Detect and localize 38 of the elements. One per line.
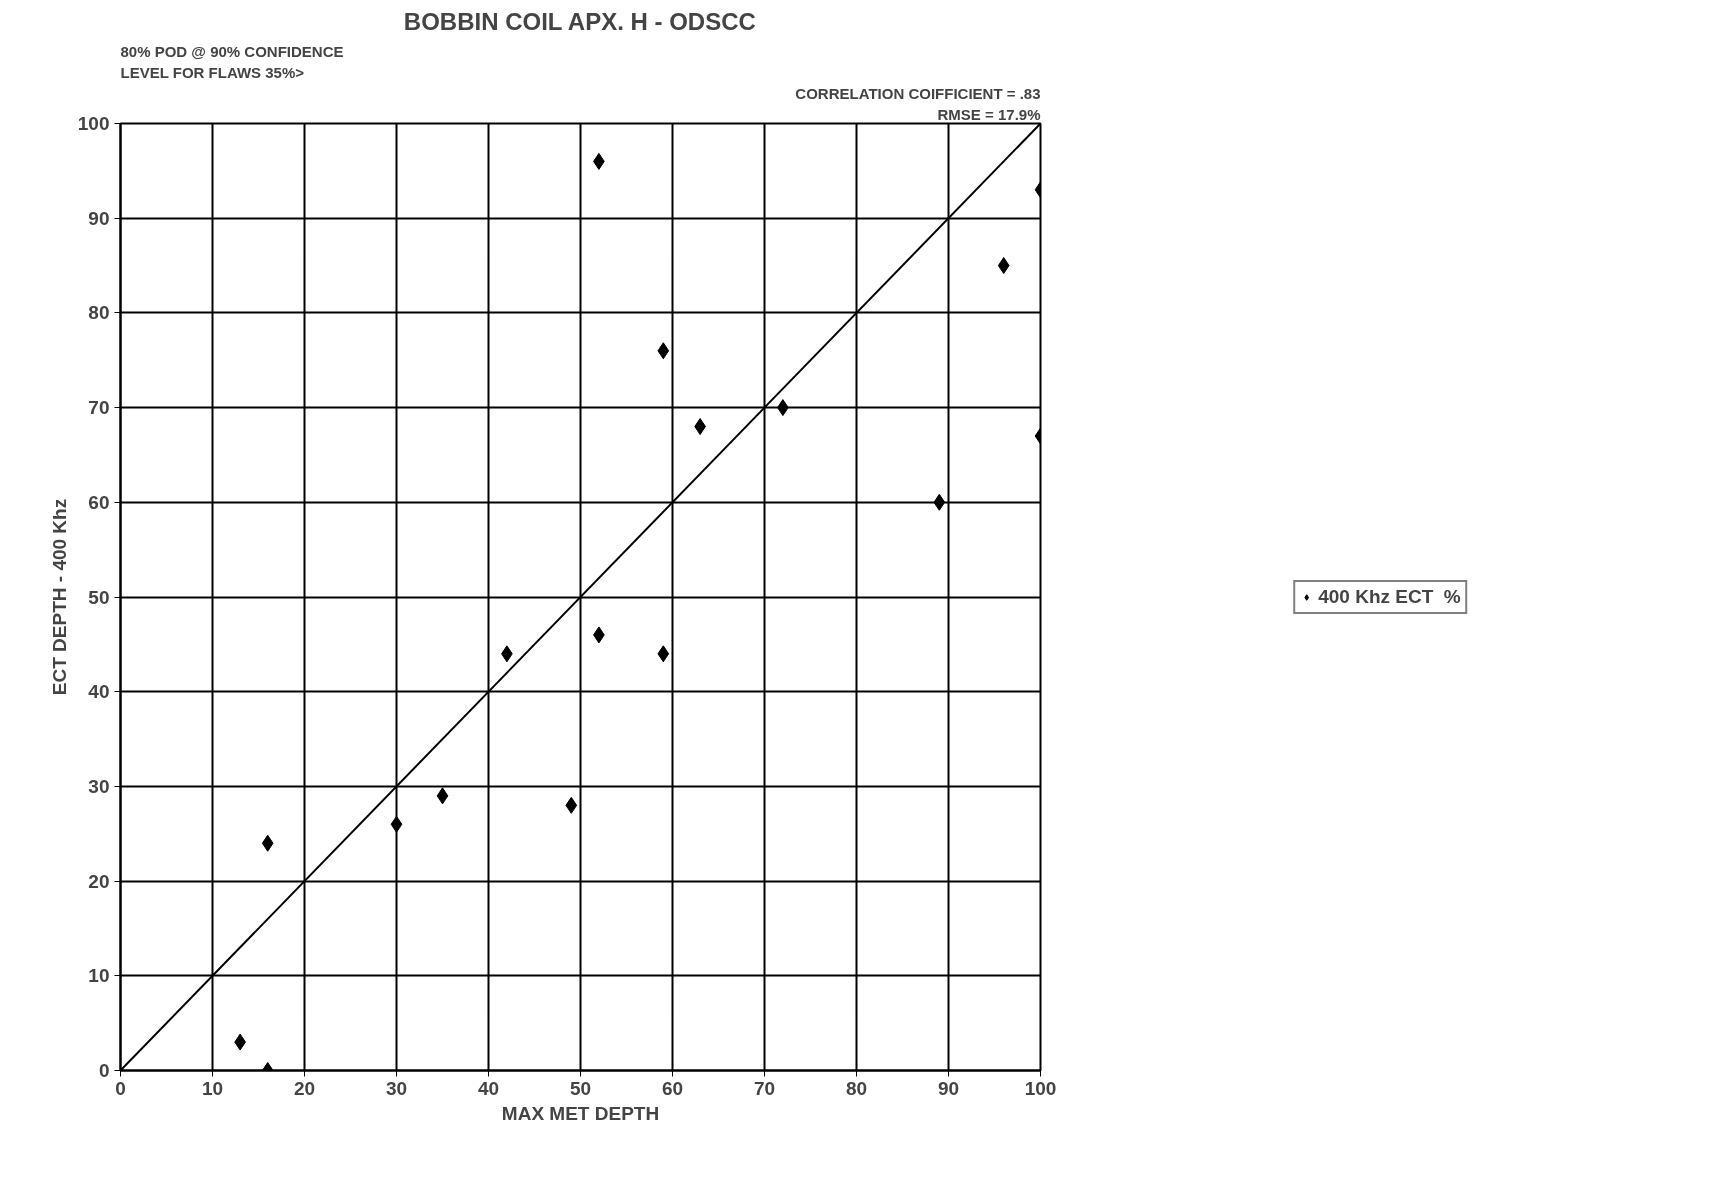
x-axis-title: MAX MET DEPTH <box>501 1102 660 1124</box>
y-tick-label: 50 <box>88 586 110 608</box>
chart-title: BOBBIN COIL APX. H - ODSCC <box>403 7 756 35</box>
x-tick-label: 100 <box>1024 1077 1057 1099</box>
x-tick-label: 70 <box>753 1077 776 1099</box>
y-tick-label: 20 <box>88 870 110 892</box>
point <box>997 257 1010 275</box>
point <box>933 493 946 511</box>
y-tick-label: 40 <box>88 681 110 703</box>
y-tick-label: 10 <box>88 965 110 987</box>
point <box>565 796 578 814</box>
point <box>390 815 403 833</box>
x-tick-label: 90 <box>937 1077 960 1099</box>
x-tick-label: 80 <box>845 1077 868 1099</box>
x-tick-label: 30 <box>385 1077 408 1099</box>
x-tick-label: 10 <box>201 1077 224 1099</box>
x-tick-label: 60 <box>661 1077 684 1099</box>
text: CORRELATION COIFFICIENT = .83 <box>795 84 1041 102</box>
y-tick-label: 100 <box>77 113 110 134</box>
text: RMSE = 17.9% <box>937 105 1041 123</box>
x-tick-label: 50 <box>569 1077 592 1099</box>
text: LEVEL FOR FLAWS 35%> <box>120 63 305 81</box>
point <box>657 342 670 360</box>
text: 80% POD @ 90% CONFIDENCE <box>120 42 344 60</box>
x-tick-label: 20 <box>293 1077 316 1099</box>
y-axis-title: ECT DEPTH - 400 Khz <box>48 498 70 696</box>
point <box>657 645 670 663</box>
point <box>261 834 274 852</box>
y-tick-label: 30 <box>88 775 110 797</box>
y-tick-label: 90 <box>88 207 110 229</box>
y-tick-label: 70 <box>88 397 110 419</box>
legend-label: 400 Khz ECT % <box>1318 585 1461 608</box>
x-tick-label: 40 <box>477 1077 500 1099</box>
point <box>436 787 449 805</box>
x-tick-label: 0 <box>115 1077 126 1099</box>
y-tick-label: 0 <box>98 1060 110 1081</box>
y-tick-label: 60 <box>88 491 110 513</box>
y-tick-label: 80 <box>88 302 110 324</box>
